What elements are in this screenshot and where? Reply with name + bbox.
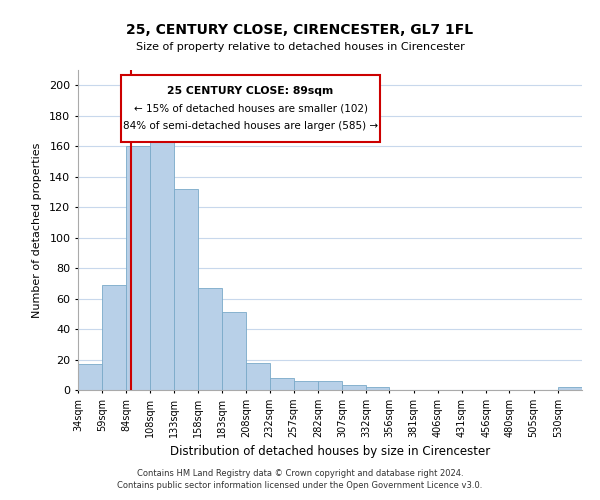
- Bar: [198, 288, 222, 390]
- Bar: [269, 378, 294, 390]
- Bar: [102, 285, 127, 390]
- Text: Size of property relative to detached houses in Cirencester: Size of property relative to detached ho…: [136, 42, 464, 52]
- Bar: [174, 189, 198, 390]
- Text: Contains public sector information licensed under the Open Government Licence v3: Contains public sector information licen…: [118, 481, 482, 490]
- Bar: [121, 74, 380, 142]
- Bar: [558, 387, 582, 390]
- Bar: [294, 381, 318, 390]
- Bar: [78, 364, 102, 390]
- Bar: [318, 381, 342, 390]
- Bar: [342, 386, 366, 390]
- Bar: [247, 362, 269, 390]
- X-axis label: Distribution of detached houses by size in Cirencester: Distribution of detached houses by size …: [170, 446, 490, 458]
- Bar: [366, 387, 389, 390]
- Bar: [149, 142, 174, 390]
- Text: ← 15% of detached houses are smaller (102): ← 15% of detached houses are smaller (10…: [134, 103, 368, 113]
- Bar: [222, 312, 247, 390]
- Bar: [127, 146, 149, 390]
- Text: Contains HM Land Registry data © Crown copyright and database right 2024.: Contains HM Land Registry data © Crown c…: [137, 468, 463, 477]
- Y-axis label: Number of detached properties: Number of detached properties: [32, 142, 42, 318]
- Text: 84% of semi-detached houses are larger (585) →: 84% of semi-detached houses are larger (…: [123, 120, 378, 130]
- Text: 25 CENTURY CLOSE: 89sqm: 25 CENTURY CLOSE: 89sqm: [167, 86, 334, 96]
- Text: 25, CENTURY CLOSE, CIRENCESTER, GL7 1FL: 25, CENTURY CLOSE, CIRENCESTER, GL7 1FL: [127, 22, 473, 36]
